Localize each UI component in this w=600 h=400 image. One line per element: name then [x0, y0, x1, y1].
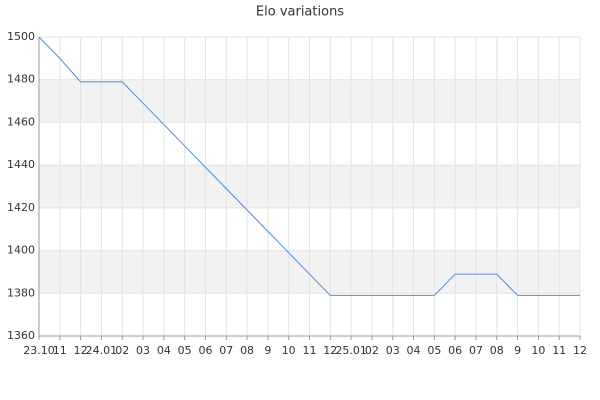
y-tick-label: 1400 — [7, 244, 35, 257]
x-tick-label: 03 — [136, 344, 150, 357]
x-tick-label: 12 — [323, 344, 337, 357]
x-tick-label: 06 — [448, 344, 462, 357]
y-tick-label: 1480 — [7, 73, 35, 86]
x-tick-label: 12 — [74, 344, 88, 357]
x-tick-label: 08 — [490, 344, 504, 357]
chart-title: Elo variations — [256, 5, 344, 20]
x-tick-label: 23.10 — [23, 344, 55, 357]
x-tick-label: 11 — [552, 344, 566, 357]
x-tick-label: 05 — [427, 344, 441, 357]
x-tick-label: 04 — [157, 344, 171, 357]
x-tick-label: 02 — [115, 344, 129, 357]
x-tick-label: 06 — [198, 344, 212, 357]
x-tick-label: 02 — [365, 344, 379, 357]
x-tick-label: 07 — [219, 344, 233, 357]
x-tick-label: 25.01 — [335, 344, 367, 357]
x-tick-label: 9 — [264, 344, 271, 357]
x-tick-label: 08 — [240, 344, 254, 357]
x-tick-label: 11 — [53, 344, 67, 357]
y-tick-label: 1460 — [7, 115, 35, 128]
y-tick-label: 1360 — [7, 329, 35, 342]
y-tick-label: 1500 — [7, 30, 35, 43]
x-tick-label: 10 — [282, 344, 296, 357]
x-tick-label: 24.01 — [86, 344, 118, 357]
x-tick-label: 11 — [303, 344, 317, 357]
y-tick-label: 1420 — [7, 201, 35, 214]
x-tick-label: 03 — [386, 344, 400, 357]
x-tick-label: 05 — [178, 344, 192, 357]
x-tick-label: 9 — [514, 344, 521, 357]
x-tick-label: 12 — [573, 344, 587, 357]
y-tick-label: 1440 — [7, 158, 35, 171]
x-tick-label: 04 — [407, 344, 421, 357]
x-tick-label: 10 — [531, 344, 545, 357]
y-tick-label: 1380 — [7, 286, 35, 299]
x-tick-label: 07 — [469, 344, 483, 357]
line-series — [38, 36, 580, 296]
